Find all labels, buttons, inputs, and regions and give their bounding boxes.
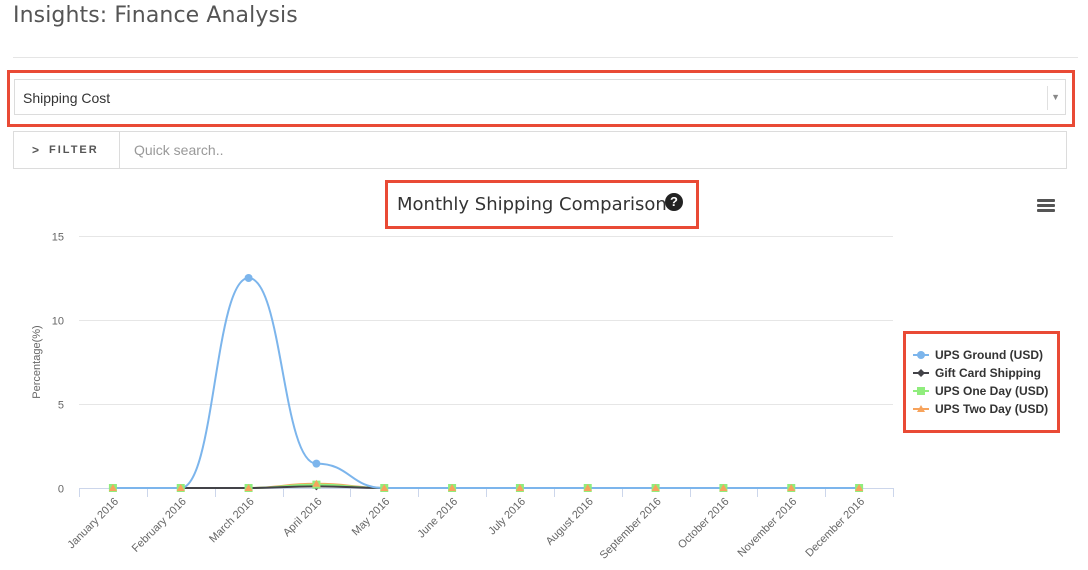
metric-select-value: Shipping Cost xyxy=(23,90,111,106)
x-tick-label: November 2016 xyxy=(736,496,800,560)
x-tick-label: August 2016 xyxy=(544,496,596,548)
y-axis-title: Percentage(%) xyxy=(31,325,43,398)
y-tick-label: 5 xyxy=(58,400,64,412)
data-point xyxy=(583,484,592,491)
data-point xyxy=(312,459,321,468)
x-tick-label: December 2016 xyxy=(803,496,867,560)
chart-legend: UPS Ground (USD) Gift Card Shipping UPS On… xyxy=(913,346,1048,418)
y-tick-label: 10 xyxy=(52,316,64,328)
x-tick-label: May 2016 xyxy=(350,496,393,539)
chart-menu-icon[interactable] xyxy=(1037,199,1055,213)
data-point xyxy=(787,484,796,491)
data-point xyxy=(244,484,253,491)
data-point xyxy=(380,484,389,491)
legend-symbol-icon xyxy=(913,405,929,412)
data-point xyxy=(448,484,457,491)
chart-title: Monthly Shipping Comparison xyxy=(397,194,667,215)
series-line xyxy=(112,276,860,490)
data-point xyxy=(855,484,864,491)
metric-select-highlight xyxy=(7,70,1075,127)
x-tick-label: February 2016 xyxy=(130,496,189,555)
x-tick-label: October 2016 xyxy=(676,496,732,552)
legend-item[interactable]: UPS Ground (USD) xyxy=(913,346,1048,364)
filter-button[interactable]: > FILTER xyxy=(14,132,120,168)
data-point xyxy=(108,484,117,491)
chevron-down-icon[interactable]: ▼ xyxy=(1051,92,1060,102)
select-divider xyxy=(1047,86,1048,110)
title-divider xyxy=(13,57,1078,58)
data-point xyxy=(312,479,321,487)
legend-symbol-icon xyxy=(913,387,929,395)
filter-bar: > FILTER xyxy=(13,131,1067,169)
x-tick-label: January 2016 xyxy=(65,496,121,552)
legend-item[interactable]: Gift Card Shipping xyxy=(913,364,1048,382)
chevron-right-icon: > xyxy=(32,143,40,157)
legend-label: UPS Ground (USD) xyxy=(935,348,1043,362)
data-point xyxy=(719,484,728,491)
legend-symbol-icon xyxy=(913,369,929,377)
metric-select[interactable]: Shipping Cost ▼ xyxy=(14,79,1066,115)
data-point xyxy=(651,484,660,491)
legend-label: UPS One Day (USD) xyxy=(935,384,1049,398)
data-point xyxy=(244,274,253,282)
legend-highlight xyxy=(903,331,1060,433)
x-tick-label: March 2016 xyxy=(207,496,257,546)
page-title: Insights: Finance Analysis xyxy=(13,3,298,28)
quick-search-input[interactable] xyxy=(120,132,1060,168)
x-tick-label: July 2016 xyxy=(486,496,528,538)
data-point xyxy=(515,484,524,491)
legend-item[interactable]: UPS Two Day (USD) xyxy=(913,400,1048,418)
legend-symbol-icon xyxy=(913,351,929,359)
y-tick-label: 15 xyxy=(52,232,64,244)
help-icon[interactable]: ? xyxy=(665,193,683,211)
filter-button-label: FILTER xyxy=(49,144,99,156)
data-point xyxy=(176,484,185,491)
y-tick-label: 0 xyxy=(58,484,64,496)
legend-label: UPS Two Day (USD) xyxy=(935,402,1049,416)
legend-label: Gift Card Shipping xyxy=(935,366,1041,380)
x-tick-label: April 2016 xyxy=(281,496,325,540)
chart-title-highlight xyxy=(385,180,699,229)
x-tick-label: June 2016 xyxy=(415,496,460,541)
legend-item[interactable]: UPS One Day (USD) xyxy=(913,382,1048,400)
x-tick-label: September 2016 xyxy=(598,496,664,562)
